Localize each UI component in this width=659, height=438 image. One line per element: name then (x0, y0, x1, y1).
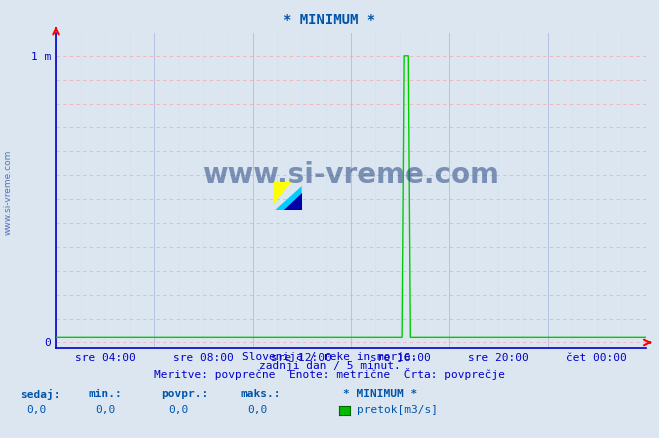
Text: 0,0: 0,0 (96, 405, 116, 414)
Text: 0,0: 0,0 (26, 405, 47, 414)
Text: zadnji dan / 5 minut.: zadnji dan / 5 minut. (258, 361, 401, 371)
Polygon shape (275, 186, 302, 210)
Text: Slovenija / reke in morje.: Slovenija / reke in morje. (242, 352, 417, 362)
Text: pretok[m3/s]: pretok[m3/s] (357, 406, 438, 415)
Polygon shape (284, 193, 302, 210)
Text: sedaj:: sedaj: (20, 389, 60, 400)
Text: www.si-vreme.com: www.si-vreme.com (202, 161, 500, 189)
Text: * MINIMUM *: * MINIMUM * (343, 389, 417, 399)
Text: * MINIMUM *: * MINIMUM * (283, 13, 376, 27)
Polygon shape (273, 182, 291, 205)
Text: www.si-vreme.com: www.si-vreme.com (3, 150, 13, 235)
Text: 0,0: 0,0 (247, 405, 268, 414)
Text: Meritve: povprečne  Enote: metrične  Črta: povprečje: Meritve: povprečne Enote: metrične Črta:… (154, 368, 505, 381)
Text: maks.:: maks.: (241, 389, 281, 399)
Text: min.:: min.: (89, 389, 123, 399)
Text: povpr.:: povpr.: (161, 389, 209, 399)
Text: 0,0: 0,0 (168, 405, 188, 414)
